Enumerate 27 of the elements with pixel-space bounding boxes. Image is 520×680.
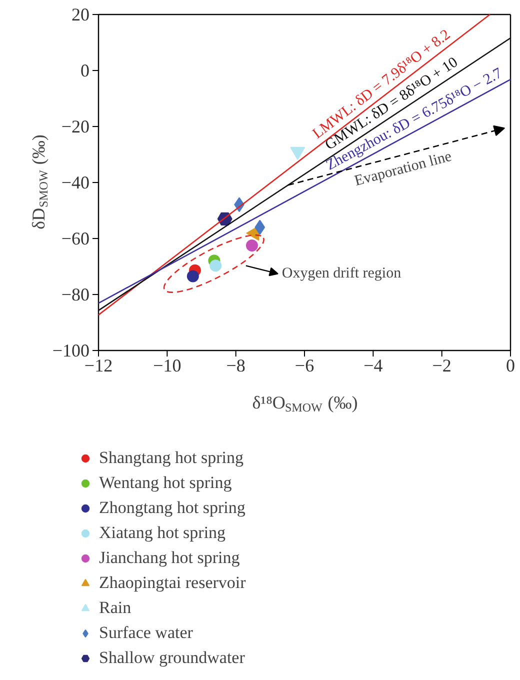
legend-label: Wentang hot spring [99,473,232,493]
x-tick-label: −8 [226,356,246,376]
x-tick-label: −10 [153,356,182,376]
legend-label: Zhaopingtai reservoir [99,573,246,593]
point [246,240,258,252]
legend-label: Shallow groundwater [99,648,245,668]
annotation: Oxygen drift region [282,266,402,282]
x-tick-label: −4 [364,356,383,376]
legend-label: Jianchang hot spring [99,548,240,568]
y-axis-title: δDSMOW (‰) [28,134,50,230]
point [210,260,222,272]
point [186,270,199,282]
y-tick-label: 20 [72,4,90,24]
legend-label: Zhongtang hot spring [99,498,246,518]
legend-label: Surface water [99,623,193,643]
y-tick-label: −20 [61,116,90,136]
y-tick-label: 0 [80,60,90,80]
point [254,220,266,235]
y-tick-label: −40 [61,172,90,192]
x-tick-label: −6 [294,356,314,376]
x-tick-label: 0 [506,356,515,376]
legend-label: Xiatang hot spring [99,523,226,543]
legend-label: Shangtang hot spring [99,448,244,468]
legend-label: Rain [99,598,132,618]
y-tick-label: −60 [61,228,90,248]
y-tick-label: −80 [61,284,90,304]
x-tick-label: −2 [432,356,452,376]
